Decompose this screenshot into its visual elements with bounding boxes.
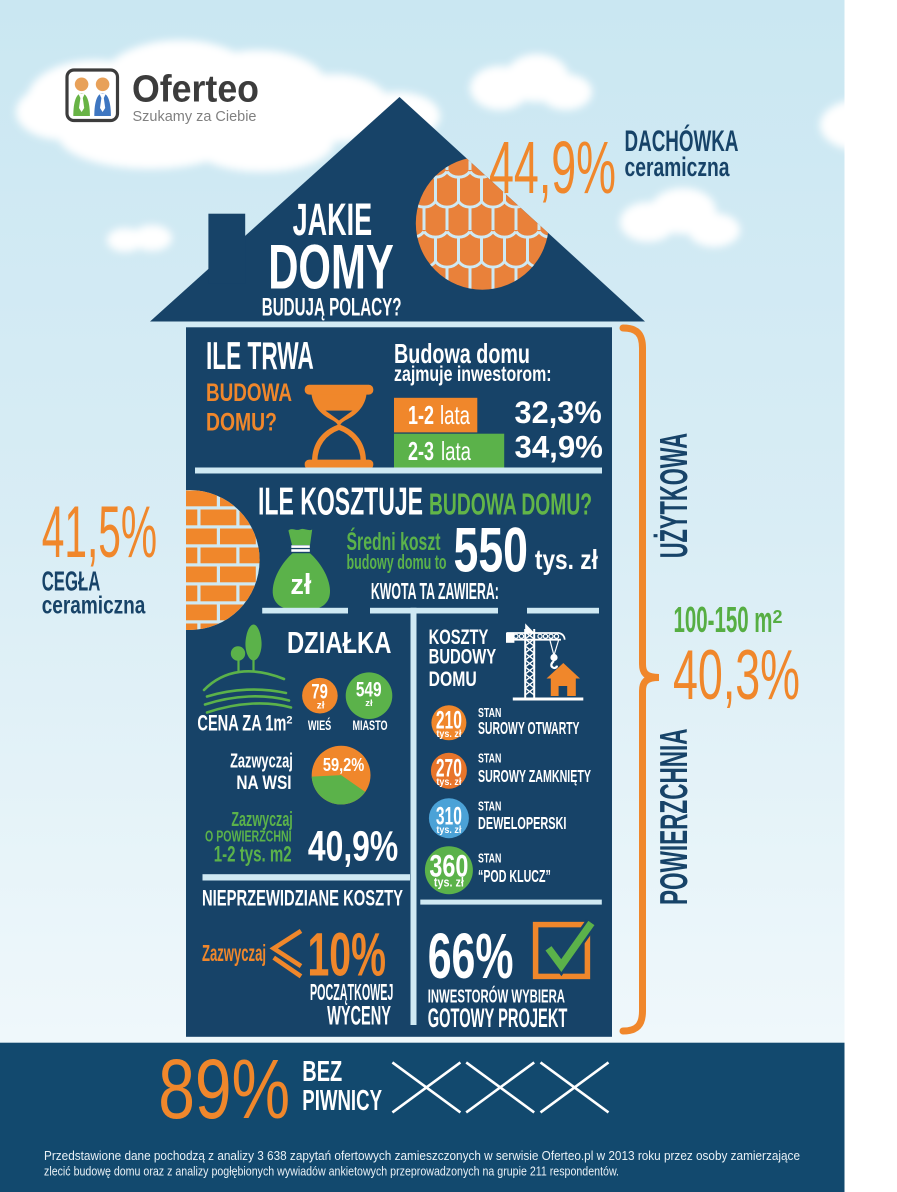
svg-text:DEWELOPERSKI: DEWELOPERSKI xyxy=(478,813,566,833)
svg-text:59,2%: 59,2% xyxy=(323,755,364,775)
svg-text:Średni koszt: Średni koszt xyxy=(347,528,441,556)
svg-text:lata: lata xyxy=(441,436,471,466)
svg-text:zł: zł xyxy=(290,569,311,601)
svg-text:Zazwyczaj: Zazwyczaj xyxy=(231,808,292,831)
svg-text:WYCENY: WYCENY xyxy=(327,1001,391,1031)
svg-text:Zazwyczaj: Zazwyczaj xyxy=(202,940,266,966)
svg-text:POCZĄTKOWEJ: POCZĄTKOWEJ xyxy=(310,979,393,1005)
svg-text:89%: 89% xyxy=(158,1042,290,1136)
svg-text:360: 360 xyxy=(429,848,468,884)
svg-text:SUROWY OTWARTY: SUROWY OTWARTY xyxy=(478,718,580,738)
svg-text:tys. zł: tys. zł xyxy=(434,875,464,889)
svg-text:zlecić budowę domu oraz z anal: zlecić budowę domu oraz z analizy pogłęb… xyxy=(44,1164,619,1179)
svg-text:100-150 m2: 100-150 m2 xyxy=(674,600,783,640)
svg-text:BUDOWA: BUDOWA xyxy=(206,379,292,407)
svg-text:BUDOWY: BUDOWY xyxy=(429,645,497,669)
svg-text:NIEPRZEWIDZIANE KOSZTY: NIEPRZEWIDZIANE KOSZTY xyxy=(202,886,403,911)
svg-text:GOTOWY PROJEKT: GOTOWY PROJEKT xyxy=(428,1003,568,1033)
svg-text:ceramiczna: ceramiczna xyxy=(42,592,147,620)
svg-text:POWIERZCHNIA: POWIERZCHNIA xyxy=(653,728,696,905)
svg-text:STAN: STAN xyxy=(478,752,501,766)
svg-text:zł: zł xyxy=(365,698,373,709)
svg-text:tys. zł: tys. zł xyxy=(436,776,461,788)
svg-text:PIWNICY: PIWNICY xyxy=(302,1085,382,1117)
svg-text:CEGŁA: CEGŁA xyxy=(42,565,101,596)
svg-text:tys. zł: tys. zł xyxy=(436,824,461,836)
svg-text:270: 270 xyxy=(436,755,462,783)
svg-text:32,3%: 32,3% xyxy=(515,394,602,430)
svg-text:JAKIE: JAKIE xyxy=(293,194,373,245)
svg-text:310: 310 xyxy=(436,803,462,831)
svg-text:DOMU: DOMU xyxy=(429,667,477,691)
svg-text:CENA ZA 1m2: CENA ZA 1m2 xyxy=(197,710,292,735)
svg-text:Przedstawione dane pochodzą z: Przedstawione dane pochodzą z analizy 3 … xyxy=(44,1148,800,1163)
svg-text:210: 210 xyxy=(436,707,462,735)
svg-text:1-2 tys. m2: 1-2 tys. m2 xyxy=(214,842,292,867)
svg-text:79: 79 xyxy=(311,679,327,704)
svg-text:BEZ: BEZ xyxy=(302,1056,342,1088)
svg-text:WIEŚ: WIEŚ xyxy=(308,718,331,733)
svg-text:ILE TRWA: ILE TRWA xyxy=(206,335,314,378)
svg-text:Zazwyczaj: Zazwyczaj xyxy=(230,750,293,773)
svg-text:lata: lata xyxy=(440,400,470,430)
svg-text:DACHÓWKA: DACHÓWKA xyxy=(625,124,739,158)
svg-text:STAN: STAN xyxy=(478,706,501,720)
svg-text:STAN: STAN xyxy=(478,852,501,866)
svg-text:ILE KOSZTUJE: ILE KOSZTUJE xyxy=(258,481,423,524)
svg-text:NA WSI: NA WSI xyxy=(236,773,291,794)
svg-text:66%: 66% xyxy=(428,920,514,992)
svg-text:44,9%: 44,9% xyxy=(489,126,616,209)
svg-text:KOSZTY: KOSZTY xyxy=(429,625,489,649)
svg-text:KWOTA TA ZAWIERA:: KWOTA TA ZAWIERA: xyxy=(371,578,499,604)
svg-text:tys. zł: tys. zł xyxy=(436,728,461,740)
svg-text:zł: zł xyxy=(317,701,325,712)
svg-text:O POWIERZCHNI: O POWIERZCHNI xyxy=(205,829,292,846)
svg-text:STAN: STAN xyxy=(478,800,501,814)
svg-text:BUDUJĄ POLACY?: BUDUJĄ POLACY? xyxy=(262,295,402,322)
svg-text:budowy domu to: budowy domu to xyxy=(347,551,447,574)
svg-text:550: 550 xyxy=(454,516,529,586)
svg-text:SUROWY ZAMKNIĘTY: SUROWY ZAMKNIĘTY xyxy=(478,766,591,786)
svg-text:10%: 10% xyxy=(308,921,387,989)
svg-text:41,5%: 41,5% xyxy=(42,492,157,573)
svg-text:zajmuje inwestorom:: zajmuje inwestorom: xyxy=(394,363,552,386)
svg-text:MIASTO: MIASTO xyxy=(352,718,387,733)
svg-text:549: 549 xyxy=(356,679,382,702)
svg-text:Szukamy za Ciebie: Szukamy za Ciebie xyxy=(133,109,257,125)
svg-text:1-2: 1-2 xyxy=(408,400,434,430)
svg-text:40,3%: 40,3% xyxy=(673,636,800,715)
svg-text:tys. zł: tys. zł xyxy=(535,544,598,575)
svg-text:Oferteo: Oferteo xyxy=(132,69,259,111)
svg-text:INWESTORÓW WYBIERA: INWESTORÓW WYBIERA xyxy=(428,986,565,1007)
svg-text:DOMU?: DOMU? xyxy=(206,409,277,437)
svg-text:DZIAŁKA: DZIAŁKA xyxy=(287,625,391,660)
svg-text:BUDOWA DOMU?: BUDOWA DOMU? xyxy=(429,487,592,522)
svg-text:“POD KLUCZ”: “POD KLUCZ” xyxy=(478,866,551,886)
svg-text:DOMY: DOMY xyxy=(268,233,394,303)
svg-text:2-3: 2-3 xyxy=(408,436,434,466)
svg-text:UŻYTKOWA: UŻYTKOWA xyxy=(653,433,696,558)
svg-text:34,9%: 34,9% xyxy=(515,429,603,465)
svg-text:ceramiczna: ceramiczna xyxy=(625,152,731,182)
svg-text:Budowa domu: Budowa domu xyxy=(394,338,530,369)
svg-text:40,9%: 40,9% xyxy=(308,822,398,870)
